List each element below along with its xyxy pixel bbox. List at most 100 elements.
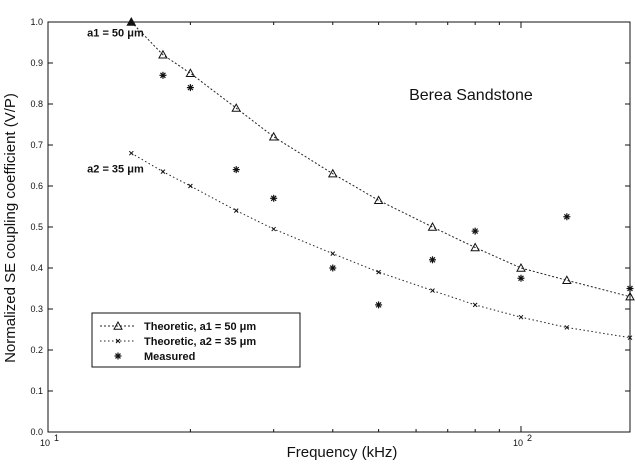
data-point — [564, 325, 570, 330]
legend-marker — [113, 320, 123, 330]
legend-item: Measured — [114, 351, 195, 363]
series-1 — [126, 16, 635, 301]
data-point — [427, 221, 438, 231]
x-tick-exponent: 2 — [527, 433, 532, 443]
marker-stroke — [472, 302, 478, 308]
y-tick-label: 0.8 — [30, 99, 43, 109]
y-tick-label: 0.6 — [30, 181, 43, 191]
data-point — [271, 226, 277, 232]
data-point — [470, 242, 481, 252]
marker-stroke — [115, 353, 121, 359]
y-tick-label: 0.4 — [30, 263, 43, 273]
data-point — [375, 301, 383, 309]
data-point — [561, 275, 572, 284]
data-point — [232, 166, 240, 174]
marker-stroke — [160, 169, 166, 175]
series-2 — [128, 150, 633, 341]
plot-frame — [47, 21, 631, 433]
legend-label: Measured — [144, 351, 195, 363]
data-point — [270, 194, 278, 202]
x-tick-label: 10 — [513, 438, 523, 448]
data-point — [376, 269, 381, 275]
annotations: Berea Sandstone a1 = 50 μm a2 = 35 μm — [87, 27, 533, 175]
series-3 — [159, 71, 634, 309]
data-point — [516, 262, 526, 272]
legend: Theoretic, a1 = 50 μm Theoretic, a2 = 35 … — [91, 312, 301, 368]
data-point — [430, 288, 435, 293]
marker-stroke — [376, 269, 381, 275]
data-point — [472, 302, 478, 308]
marker-stroke — [233, 208, 239, 213]
data-point — [471, 227, 479, 235]
axes — [47, 21, 631, 433]
data-point — [188, 183, 193, 189]
data-point — [158, 49, 168, 59]
legend-label: Theoretic, a1 = 50 μm — [144, 321, 256, 333]
y-axis-label: Normalized SE coupling coefficient (V/P) — [2, 93, 19, 363]
data-point — [231, 103, 242, 112]
marker-stroke — [115, 338, 121, 344]
y-tick-label: 0.9 — [30, 58, 43, 68]
marker-stroke — [518, 275, 524, 282]
legend-box — [91, 312, 301, 368]
data-point — [185, 68, 196, 77]
marker-stroke — [128, 150, 134, 156]
data-point — [517, 274, 525, 282]
marker-stroke — [430, 288, 435, 293]
data-point — [159, 71, 167, 79]
marker-stroke — [429, 256, 436, 263]
marker-stroke — [518, 314, 524, 320]
data-point — [330, 251, 336, 257]
y-tick-label: 0.3 — [30, 304, 43, 314]
marker-stroke — [187, 84, 194, 91]
marker-stroke — [564, 325, 570, 330]
tick-marks — [47, 21, 630, 433]
series-line — [130, 21, 631, 298]
marker-stroke — [627, 285, 633, 292]
legend-item: Theoretic, a1 = 50 μm — [100, 320, 256, 333]
data-point — [627, 335, 633, 341]
marker-stroke — [627, 335, 633, 341]
data-point — [625, 291, 635, 301]
plot-annotation-title: Berea Sandstone — [409, 87, 533, 104]
y-tick-label: 0.0 — [30, 427, 43, 437]
marker-stroke — [270, 195, 277, 202]
y-tick-label: 1.0 — [30, 17, 43, 27]
data-point — [160, 169, 166, 175]
series-layer — [126, 16, 635, 341]
data-point — [518, 314, 524, 320]
marker-stroke — [233, 166, 240, 173]
marker-stroke — [271, 226, 277, 232]
data-point — [373, 195, 384, 205]
curve-label: a1 = 50 μm — [87, 27, 144, 39]
y-tick-label: 0.5 — [30, 222, 43, 232]
marker-stroke — [330, 251, 336, 257]
marker-stroke — [375, 302, 382, 308]
data-point — [268, 131, 279, 141]
legend-label: Theoretic, a2 = 35 μm — [144, 336, 256, 348]
data-point — [429, 256, 437, 264]
y-tick-label: 0.7 — [30, 140, 43, 150]
x-axis-label: Frequency (kHz) — [287, 444, 398, 461]
tick-labels: 0.0 0.1 0.2 0.3 0.4 0.5 0.6 0.7 0.8 0.9 1.0 10 1 10 2 — [30, 17, 532, 448]
x-tick-label: 10 — [40, 438, 50, 448]
data-point — [563, 213, 571, 221]
legend-item: Theoretic, a2 = 35 μm — [100, 336, 256, 348]
data-point — [186, 84, 194, 92]
marker-stroke — [160, 72, 166, 79]
data-point — [128, 150, 134, 156]
data-point — [626, 285, 634, 292]
marker-stroke — [188, 183, 193, 189]
legend-marker — [115, 338, 121, 344]
data-point-highlight — [127, 18, 136, 25]
curve-label: a2 = 35 μm — [87, 163, 144, 175]
data-point — [233, 208, 239, 213]
legend-marker — [114, 352, 122, 360]
marker-stroke — [472, 228, 479, 234]
data-point — [327, 168, 338, 178]
marker-stroke — [329, 265, 336, 271]
y-tick-label: 0.1 — [30, 386, 43, 396]
series-line — [131, 152, 631, 339]
marker-stroke — [563, 213, 570, 220]
